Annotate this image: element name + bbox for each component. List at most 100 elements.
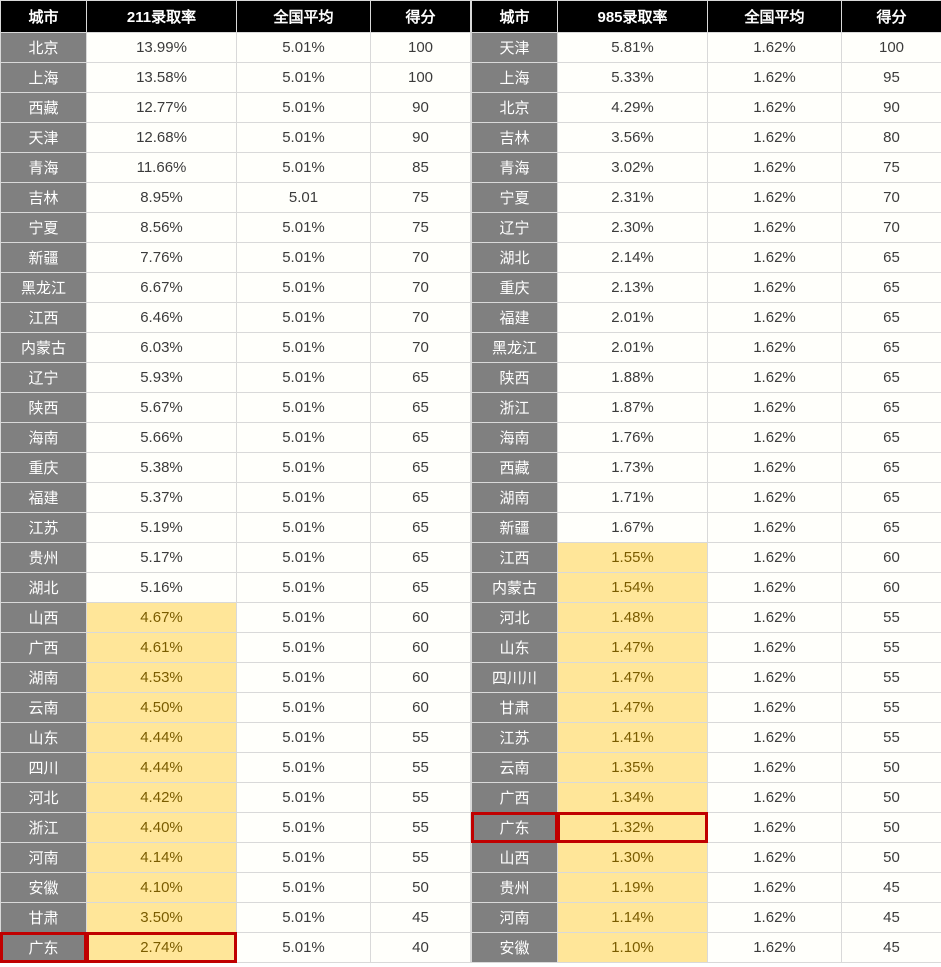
cell-admission-rate: 4.10% (87, 873, 237, 903)
cell-admission-rate: 4.29% (558, 93, 708, 123)
cell-score: 90 (842, 93, 941, 123)
cell-admission-rate: 5.93% (87, 363, 237, 393)
cell-score: 100 (371, 63, 471, 93)
table-row: 广西4.61%5.01%60 (1, 633, 471, 663)
th-score: 得分 (842, 1, 941, 33)
cell-score: 50 (842, 843, 941, 873)
cell-admission-rate: 1.88% (558, 363, 708, 393)
cell-city: 浙江 (1, 813, 87, 843)
cell-admission-rate: 1.54% (558, 573, 708, 603)
cell-score: 45 (842, 933, 941, 963)
cell-city: 吉林 (472, 123, 558, 153)
cell-national-avg: 5.01% (237, 333, 371, 363)
cell-city: 青海 (1, 153, 87, 183)
cell-national-avg: 5.01% (237, 363, 371, 393)
cell-score: 85 (371, 153, 471, 183)
cell-score: 55 (842, 663, 941, 693)
cell-score: 65 (842, 483, 941, 513)
cell-score: 55 (371, 723, 471, 753)
cell-admission-rate: 5.19% (87, 513, 237, 543)
table-row: 湖北2.14%1.62%65 (472, 243, 941, 273)
th-985-rate: 985录取率 (558, 1, 708, 33)
cell-national-avg: 1.62% (708, 873, 842, 903)
cell-admission-rate: 5.37% (87, 483, 237, 513)
cell-score: 45 (371, 903, 471, 933)
cell-admission-rate: 1.55% (558, 543, 708, 573)
th-city: 城市 (472, 1, 558, 33)
cell-admission-rate: 1.71% (558, 483, 708, 513)
cell-national-avg: 1.62% (708, 813, 842, 843)
cell-admission-rate: 5.66% (87, 423, 237, 453)
cell-admission-rate: 1.87% (558, 393, 708, 423)
cell-admission-rate: 2.30% (558, 213, 708, 243)
table-211-header-row: 城市 211录取率 全国平均 得分 (1, 1, 471, 33)
cell-city: 辽宁 (1, 363, 87, 393)
table-row: 江苏1.41%1.62%55 (472, 723, 941, 753)
table-row: 天津5.81%1.62%100 (472, 33, 941, 63)
table-row: 湖南1.71%1.62%65 (472, 483, 941, 513)
table-row: 福建2.01%1.62%65 (472, 303, 941, 333)
cell-score: 55 (842, 603, 941, 633)
cell-score: 60 (371, 663, 471, 693)
table-211: 城市 211录取率 全国平均 得分 北京13.99%5.01%100上海13.5… (0, 0, 471, 963)
table-row: 重庆2.13%1.62%65 (472, 273, 941, 303)
cell-national-avg: 1.62% (708, 303, 842, 333)
cell-city: 浙江 (472, 393, 558, 423)
table-row: 黑龙江6.67%5.01%70 (1, 273, 471, 303)
cell-admission-rate: 8.56% (87, 213, 237, 243)
cell-city: 山东 (472, 633, 558, 663)
cell-admission-rate: 6.46% (87, 303, 237, 333)
cell-admission-rate: 2.01% (558, 303, 708, 333)
cell-national-avg: 5.01% (237, 843, 371, 873)
table-row: 安徽4.10%5.01%50 (1, 873, 471, 903)
cell-national-avg: 5.01% (237, 303, 371, 333)
cell-score: 45 (842, 903, 941, 933)
cell-national-avg: 1.62% (708, 393, 842, 423)
cell-city: 广东 (472, 813, 558, 843)
cell-city: 北京 (472, 93, 558, 123)
cell-national-avg: 5.01% (237, 633, 371, 663)
cell-score: 65 (371, 363, 471, 393)
table-row: 贵州5.17%5.01%65 (1, 543, 471, 573)
table-row: 云南1.35%1.62%50 (472, 753, 941, 783)
table-row: 内蒙古1.54%1.62%60 (472, 573, 941, 603)
cell-score: 80 (842, 123, 941, 153)
cell-admission-rate: 4.53% (87, 663, 237, 693)
table-row: 新疆1.67%1.62%65 (472, 513, 941, 543)
cell-city: 重庆 (472, 273, 558, 303)
table-row: 天津12.68%5.01%90 (1, 123, 471, 153)
table-985: 城市 985录取率 全国平均 得分 天津5.81%1.62%100上海5.33%… (471, 0, 941, 963)
cell-city: 河北 (472, 603, 558, 633)
table-row: 河北4.42%5.01%55 (1, 783, 471, 813)
cell-national-avg: 5.01% (237, 573, 371, 603)
cell-score: 60 (842, 543, 941, 573)
table-row: 福建5.37%5.01%65 (1, 483, 471, 513)
cell-admission-rate: 5.17% (87, 543, 237, 573)
table-row: 江西6.46%5.01%70 (1, 303, 471, 333)
cell-city: 甘肃 (1, 903, 87, 933)
cell-national-avg: 5.01% (237, 903, 371, 933)
cell-national-avg: 1.62% (708, 903, 842, 933)
table-row: 四川川1.47%1.62%55 (472, 663, 941, 693)
table-row: 内蒙古6.03%5.01%70 (1, 333, 471, 363)
cell-city: 陕西 (472, 363, 558, 393)
cell-score: 65 (371, 573, 471, 603)
cell-national-avg: 1.62% (708, 543, 842, 573)
cell-admission-rate: 12.68% (87, 123, 237, 153)
cell-admission-rate: 1.47% (558, 663, 708, 693)
table-row: 辽宁2.30%1.62%70 (472, 213, 941, 243)
cell-city: 重庆 (1, 453, 87, 483)
cell-score: 65 (842, 423, 941, 453)
cell-city: 内蒙古 (1, 333, 87, 363)
cell-city: 福建 (472, 303, 558, 333)
table-row: 陕西5.67%5.01%65 (1, 393, 471, 423)
table-row: 青海3.02%1.62%75 (472, 153, 941, 183)
cell-city: 安徽 (1, 873, 87, 903)
cell-city: 四川川 (472, 663, 558, 693)
cell-national-avg: 1.62% (708, 243, 842, 273)
cell-admission-rate: 1.14% (558, 903, 708, 933)
cell-admission-rate: 12.77% (87, 93, 237, 123)
cell-city: 湖北 (472, 243, 558, 273)
table-row: 上海13.58%5.01%100 (1, 63, 471, 93)
th-national-avg: 全国平均 (708, 1, 842, 33)
